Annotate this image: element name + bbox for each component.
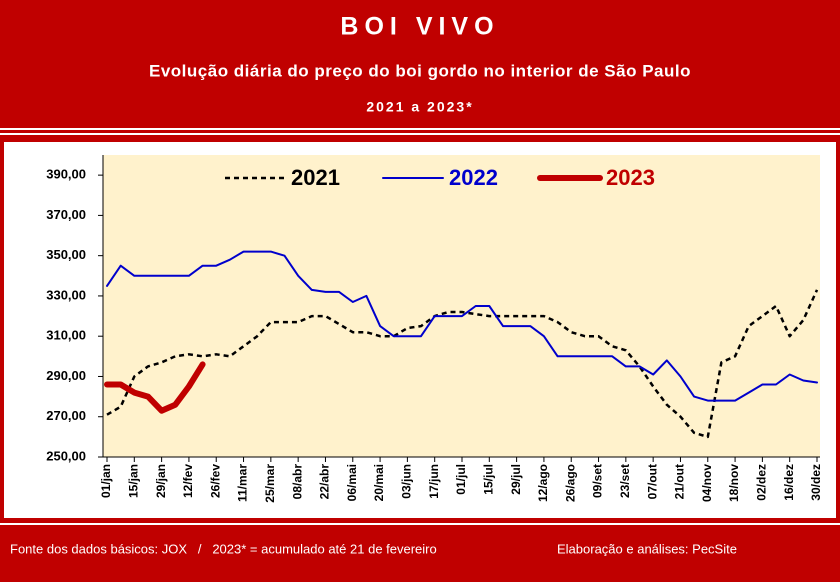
x-tick-label: 16/dez	[782, 464, 796, 501]
x-tick-label: 15/jul	[481, 464, 495, 495]
x-tick-label: 17/jun	[427, 464, 441, 499]
x-tick-label: 04/nov	[700, 464, 714, 502]
x-tick-label: 29/jul	[509, 464, 523, 495]
x-tick-label: 30/dez	[809, 464, 823, 501]
y-tick-label: 250,00	[46, 448, 86, 463]
y-tick-label: 270,00	[46, 408, 86, 423]
x-tick-label: 23/set	[618, 464, 632, 498]
plot-area	[103, 155, 820, 457]
title: BOI VIVO	[340, 13, 499, 41]
y-tick-label: 290,00	[46, 368, 86, 383]
x-tick-label: 20/mai	[372, 464, 386, 501]
x-tick-label: 01/jul	[454, 464, 468, 495]
x-tick-label: 07/out	[645, 464, 659, 499]
x-tick-label: 12/fev	[181, 464, 195, 498]
legend-label: 2021	[291, 165, 340, 190]
x-tick-label: 09/set	[591, 464, 605, 498]
y-tick-label: 350,00	[46, 247, 86, 262]
series-line	[106, 250, 818, 402]
legend-label: 2022	[449, 165, 498, 190]
series-line	[106, 289, 819, 439]
x-tick-label: 25/mar	[263, 464, 277, 503]
series-line	[104, 361, 206, 414]
x-tick-label: 15/jan	[126, 464, 140, 498]
x-tick-label: 03/jun	[400, 464, 414, 499]
x-tick-label: 21/out	[673, 464, 687, 499]
y-tick-label: 330,00	[46, 287, 86, 302]
x-tick-label: 18/nov	[727, 464, 741, 502]
y-tick-label: 370,00	[46, 207, 86, 222]
x-tick-label: 01/jan	[99, 464, 113, 498]
subtitle: Evolução diária do preço do boi gordo no…	[149, 61, 691, 80]
x-tick-label: 06/mai	[345, 464, 359, 501]
y-tick-label: 390,00	[46, 167, 86, 182]
y-tick-label: 310,00	[46, 328, 86, 343]
x-tick-label: 22/abr	[318, 464, 332, 500]
x-tick-label: 02/dez	[755, 464, 769, 501]
x-tick-label: 26/fev	[208, 464, 222, 498]
x-tick-label: 11/mar	[236, 464, 250, 502]
x-tick-label: 29/jan	[154, 464, 168, 498]
legend-label: 2023	[606, 165, 655, 190]
x-tick-label: 12/ago	[536, 464, 550, 502]
period: 2021 a 2023*	[366, 99, 473, 115]
x-tick-label: 26/ago	[563, 464, 577, 502]
source-note: Fonte dos dados básicos: JOX / 2023* = a…	[10, 541, 437, 556]
x-tick-label: 08/abr	[290, 464, 304, 500]
credit: Elaboração e análises: PecSite	[557, 541, 737, 556]
